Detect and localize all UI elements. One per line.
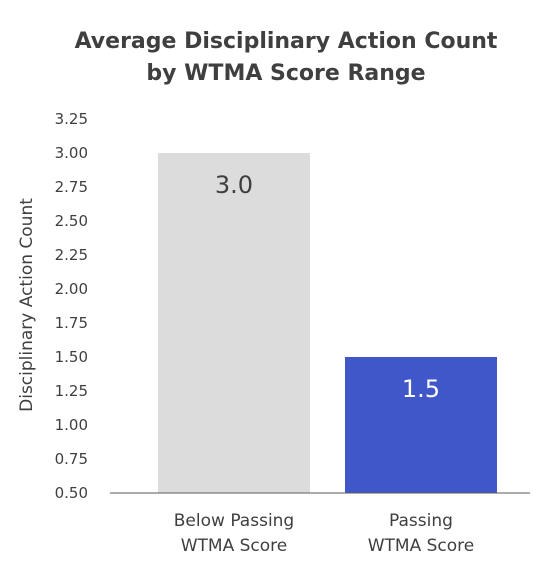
- y-tick-label: 0.75: [55, 450, 88, 468]
- x-tick-label: Below Passing: [174, 511, 294, 531]
- data-label: 1.5: [402, 375, 440, 403]
- x-tick-label: WTMA Score: [181, 536, 288, 556]
- y-axis-label: Disciplinary Action Count: [17, 198, 37, 412]
- y-tick-label: 2.00: [55, 280, 88, 298]
- y-tick-label: 0.50: [55, 484, 88, 502]
- data-label: 3.0: [215, 171, 253, 199]
- y-tick-label: 2.50: [55, 212, 88, 230]
- y-axis-ticks: 0.50 0.75 1.00 1.25 1.50 1.75 2.00 2.25 2.50 2.75…: [55, 110, 88, 502]
- y-tick-label: 3.00: [55, 144, 88, 162]
- chart-title-line-2: by WTMA Score Range: [146, 61, 425, 86]
- y-tick-label: 2.25: [55, 246, 88, 264]
- bar: [158, 153, 310, 493]
- x-tick-label: Passing: [389, 511, 453, 531]
- x-axis-ticks: Below Passing WTMA Score Passing WTMA Score: [174, 511, 474, 556]
- chart-title-line-1: Average Disciplinary Action Count: [75, 29, 498, 54]
- y-tick-label: 1.25: [55, 382, 88, 400]
- data-labels: 3.0 1.5: [215, 171, 440, 403]
- chart-title: Average Disciplinary Action Count by WTM…: [75, 29, 498, 86]
- bar: [345, 357, 497, 493]
- x-tick-label: WTMA Score: [368, 536, 475, 556]
- y-tick-label: 2.75: [55, 178, 88, 196]
- y-tick-label: 1.00: [55, 416, 88, 434]
- y-tick-label: 1.75: [55, 314, 88, 332]
- y-tick-label: 1.50: [55, 348, 88, 366]
- y-tick-label: 3.25: [55, 110, 88, 128]
- bars: [158, 153, 497, 493]
